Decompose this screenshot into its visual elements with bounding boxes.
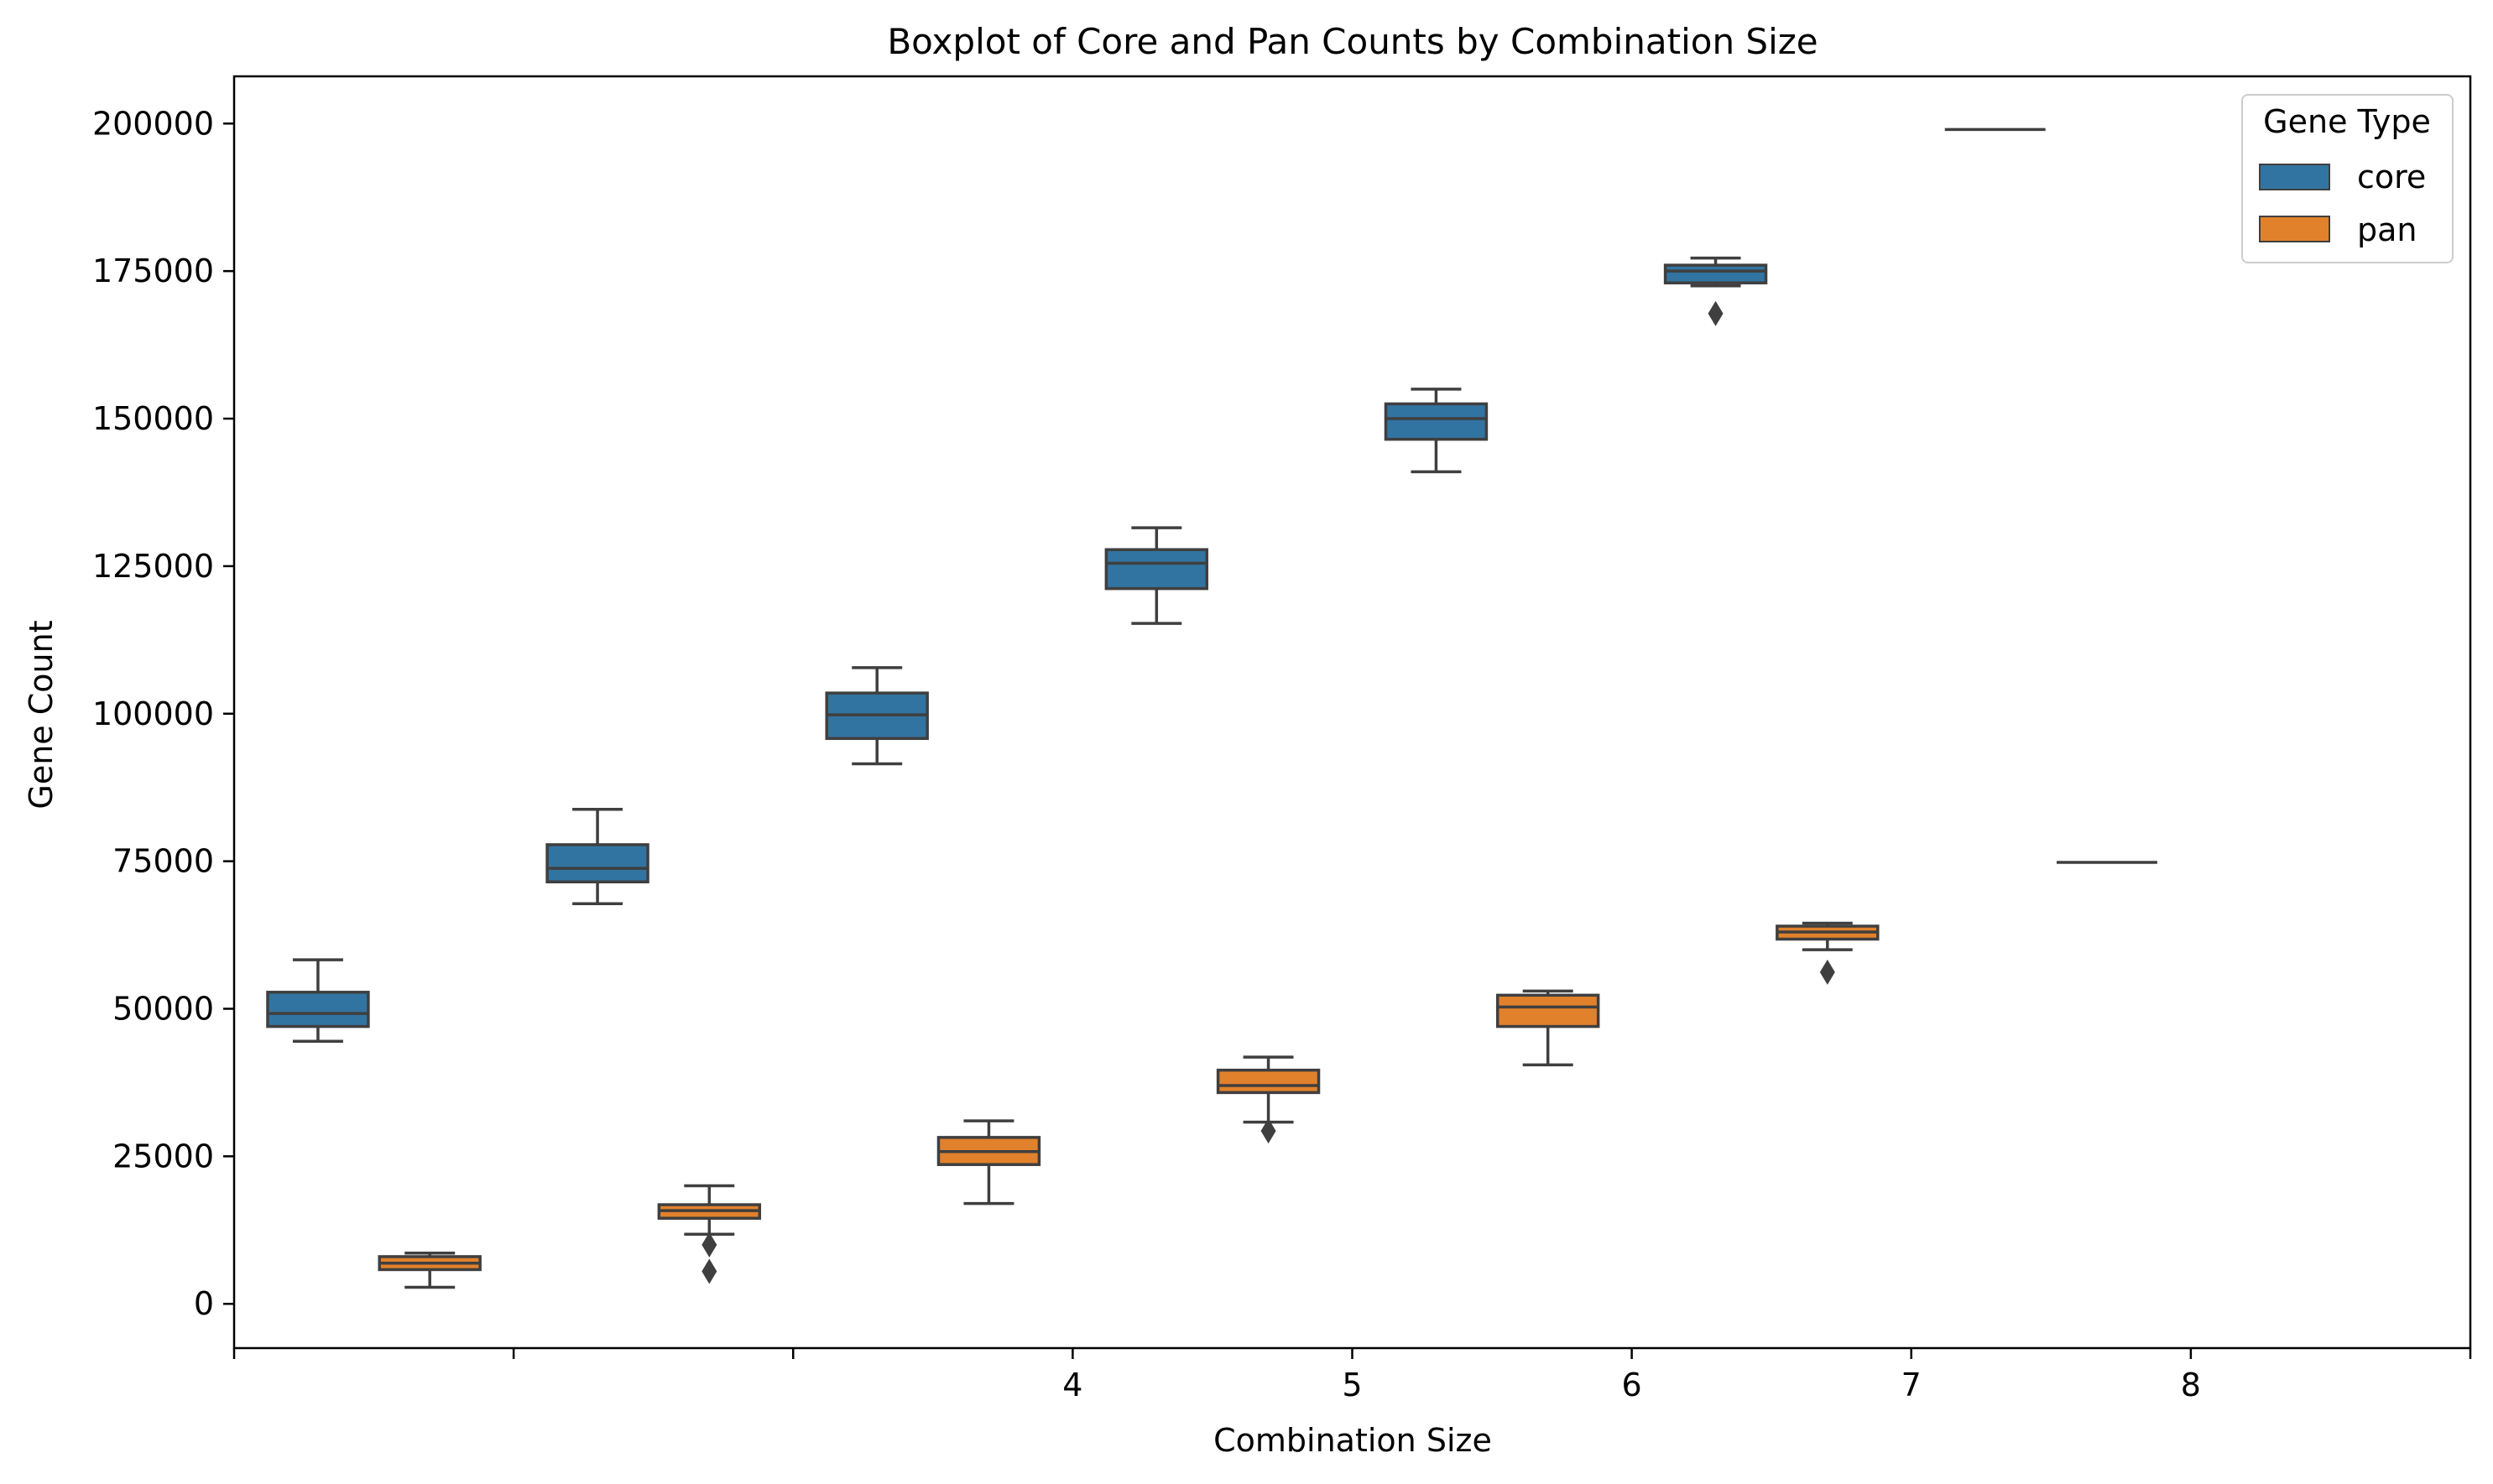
box-pan-3 (1216, 1068, 1321, 1095)
legend-swatch-pan (2259, 216, 2330, 242)
legend-label-core: core (2357, 159, 2426, 195)
x-axis-label: Combination Size (1213, 1422, 1492, 1459)
box-core-0 (266, 991, 370, 1028)
y-tick-label-5: 125000 (92, 548, 214, 585)
box-core-3 (1104, 548, 1209, 591)
box-core-1 (545, 843, 649, 884)
legend: Gene Type core pan (2241, 94, 2454, 263)
outlier-pan-1-0 (701, 1231, 717, 1257)
legend-title: Gene Type (2263, 103, 2431, 140)
x-tick-label-4: 5 (1342, 1367, 1362, 1403)
x-tick-label-5: 6 (1622, 1367, 1642, 1403)
y-tick-label-3: 75000 (112, 843, 214, 880)
box-core-5 (1663, 263, 1768, 284)
y-tick-label-7: 175000 (92, 253, 214, 289)
x-tick-label-3: 4 (1062, 1367, 1082, 1403)
y-tick-label-1: 25000 (112, 1138, 214, 1174)
legend-label-pan: pan (2357, 211, 2417, 248)
x-tick-label-7: 8 (2181, 1367, 2201, 1403)
box-pan-4 (1495, 993, 1600, 1028)
legend-swatch-core (2259, 164, 2330, 190)
y-axis-label: Gene Count (23, 620, 60, 809)
x-tick-label-6: 7 (1901, 1367, 1922, 1403)
outlier-pan-3-0 (1260, 1118, 1276, 1144)
outlier-pan-1-1 (701, 1258, 717, 1284)
plot-frame (232, 75, 2472, 1350)
chart-title: Boxplot of Core and Pan Counts by Combin… (887, 21, 1818, 62)
y-tick-label-8: 200000 (92, 105, 214, 142)
y-tick-label-6: 150000 (92, 400, 214, 437)
plot-area: 0 25000 50000 75000 100000 125000 150000 175000… (92, 75, 2472, 1403)
y-tick-label-0: 0 (194, 1285, 214, 1322)
y-tick-label-2: 50000 (112, 990, 214, 1027)
outlier-core-5-0 (1708, 300, 1724, 326)
y-tick-label-4: 100000 (92, 695, 214, 732)
box-core-4 (1384, 402, 1489, 441)
outlier-pan-5-0 (1819, 959, 1835, 985)
